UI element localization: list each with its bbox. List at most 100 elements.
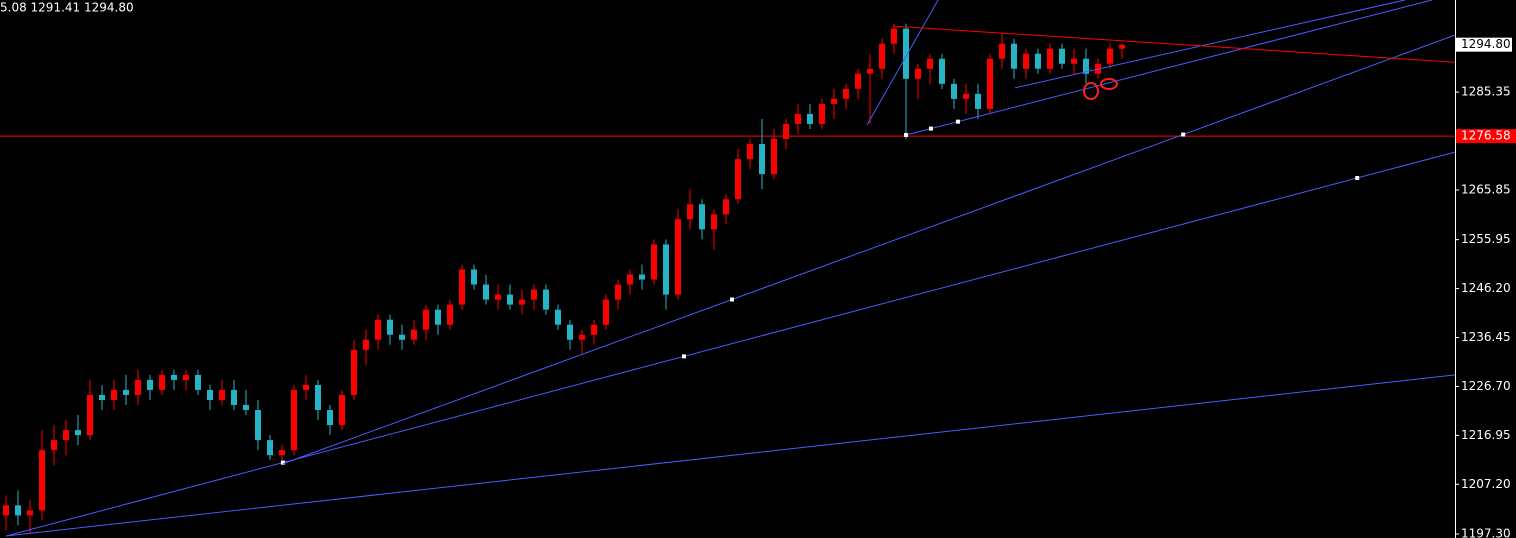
candle-body — [555, 309, 561, 325]
candle-body — [315, 384, 321, 411]
candle-body — [171, 374, 177, 380]
candle-body — [663, 244, 669, 295]
anchor-point — [280, 460, 285, 465]
candle-body — [447, 304, 453, 325]
candle-body — [255, 410, 261, 441]
y-tick-label: 1265.85 — [1461, 182, 1511, 196]
candle-body — [1083, 58, 1089, 74]
candle-body — [843, 88, 849, 99]
candle-body — [591, 324, 597, 335]
hline-label: 1276.58 — [1461, 129, 1511, 143]
candle-body — [459, 269, 465, 305]
candle-body — [771, 139, 777, 175]
candle-body — [855, 73, 861, 89]
candle-body — [1011, 43, 1017, 69]
candle-body — [303, 384, 309, 390]
candle-body — [111, 389, 117, 400]
candle-body — [75, 430, 81, 436]
y-tick-label: 1207.20 — [1461, 477, 1511, 491]
candle-body — [339, 394, 345, 426]
current-price-label: 1294.80 — [1461, 37, 1511, 51]
candle-body — [519, 299, 525, 305]
candle-body — [567, 324, 573, 340]
anchor-point — [928, 126, 933, 131]
candle-body — [579, 334, 585, 340]
candle-body — [471, 269, 477, 285]
candle-body — [27, 510, 33, 516]
candle-body — [543, 289, 549, 310]
candle-body — [483, 284, 489, 300]
candle-body — [135, 379, 141, 395]
candle-body — [723, 199, 729, 215]
trend-line — [1014, 0, 1406, 89]
candle-body — [939, 58, 945, 84]
anchor-point — [955, 119, 960, 124]
candle-body — [735, 159, 741, 200]
trend-line — [905, 0, 1433, 136]
candle-body — [63, 430, 69, 441]
candle-body — [615, 284, 621, 300]
anchor-point — [1355, 175, 1360, 180]
candle-body — [183, 374, 189, 380]
candle-body — [87, 394, 93, 436]
candle-body — [675, 219, 681, 295]
y-tick-label: 1197.30 — [1461, 526, 1511, 538]
candle-body — [423, 309, 429, 330]
y-tick-label: 1216.95 — [1461, 428, 1511, 442]
anchor-point — [904, 133, 908, 138]
trend-line — [893, 25, 1455, 63]
candle-body — [831, 98, 837, 104]
candle-body — [1023, 53, 1029, 69]
candle-body — [279, 450, 285, 456]
trend-line — [5, 374, 1455, 537]
candle-body — [291, 389, 297, 451]
y-tick-label: 1236.45 — [1461, 330, 1511, 344]
candle-body — [1035, 53, 1041, 69]
candle-body — [219, 389, 225, 400]
candle-body — [363, 339, 369, 350]
y-tick-label: 1285.35 — [1461, 85, 1511, 99]
highlight-circle — [1100, 78, 1118, 90]
candle-body — [195, 374, 201, 390]
ohlc-header: 5.08 1291.41 1294.80 — [0, 1, 134, 15]
anchor-point — [682, 354, 686, 359]
candle-body — [387, 319, 393, 335]
y-tick-label: 1246.20 — [1461, 281, 1511, 295]
candle-body — [399, 334, 405, 340]
anchor-point — [730, 297, 734, 302]
candle-body — [1119, 44, 1125, 49]
candle-body — [819, 103, 825, 124]
candle-body — [39, 450, 45, 511]
candle-body — [699, 204, 705, 230]
candle-body — [1071, 58, 1077, 64]
candle-body — [795, 113, 801, 124]
candle-body — [951, 83, 957, 99]
trend-line — [282, 34, 1455, 465]
candle-body — [351, 349, 357, 395]
y-tick-label: 1226.70 — [1461, 379, 1511, 393]
candle-body — [651, 244, 657, 280]
candle-body — [987, 58, 993, 109]
candle-body — [927, 58, 933, 69]
candle-body — [375, 319, 381, 340]
candle-body — [1047, 48, 1053, 69]
candle-body — [531, 289, 537, 300]
candle-body — [807, 113, 813, 124]
plot-area — [0, 0, 1455, 537]
candle-body — [411, 329, 417, 340]
candle-body — [783, 123, 789, 140]
candle-body — [687, 204, 693, 220]
candle-body — [711, 214, 717, 230]
candle-body — [3, 505, 9, 516]
candle-body — [891, 28, 897, 44]
candle-body — [999, 43, 1005, 59]
candle-body — [603, 299, 609, 325]
candle-body — [147, 379, 153, 390]
candle-body — [51, 440, 57, 451]
candle-body — [243, 405, 249, 411]
candle-body — [231, 389, 237, 406]
candle-body — [267, 440, 273, 456]
candle-body — [915, 68, 921, 79]
